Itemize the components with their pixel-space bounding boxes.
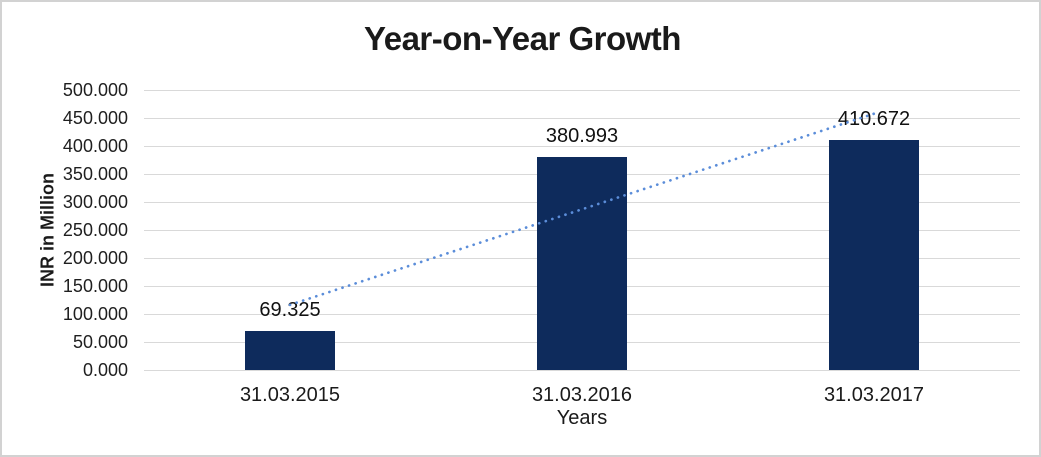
y-tick-label: 450.000: [62, 108, 128, 128]
x-tick-label: 31.03.2016: [531, 384, 633, 406]
bar-value-label: 380.993: [545, 124, 619, 147]
y-tick-label: 100.000: [62, 304, 128, 324]
y-tick-label: 350.000: [62, 164, 128, 184]
x-tick-label: 31.03.2017: [823, 384, 925, 406]
y-tick-label: 0.000: [82, 360, 128, 380]
bar-value-label: 69.325: [259, 299, 321, 322]
y-tick-label: 300.000: [62, 192, 128, 212]
x-tick-label: 31.03.2015: [239, 384, 341, 406]
y-tick-label: 250.000: [62, 220, 128, 240]
bar: [829, 140, 919, 370]
bar-value-label: 410.672: [837, 108, 911, 131]
y-tick-label: 400.000: [62, 136, 128, 156]
y-tick-label: 50.000: [72, 332, 128, 352]
gridline: [144, 89, 1020, 91]
y-tick-label: 500.000: [62, 80, 128, 100]
gridline: [144, 369, 1020, 371]
y-tick-label: 200.000: [62, 248, 128, 268]
y-tick-label: 150.000: [62, 276, 128, 296]
bar: [537, 156, 627, 370]
x-axis-title: Years: [556, 407, 608, 429]
chart-title: Year-on-Year Growth: [364, 20, 681, 57]
bar: [245, 331, 335, 370]
